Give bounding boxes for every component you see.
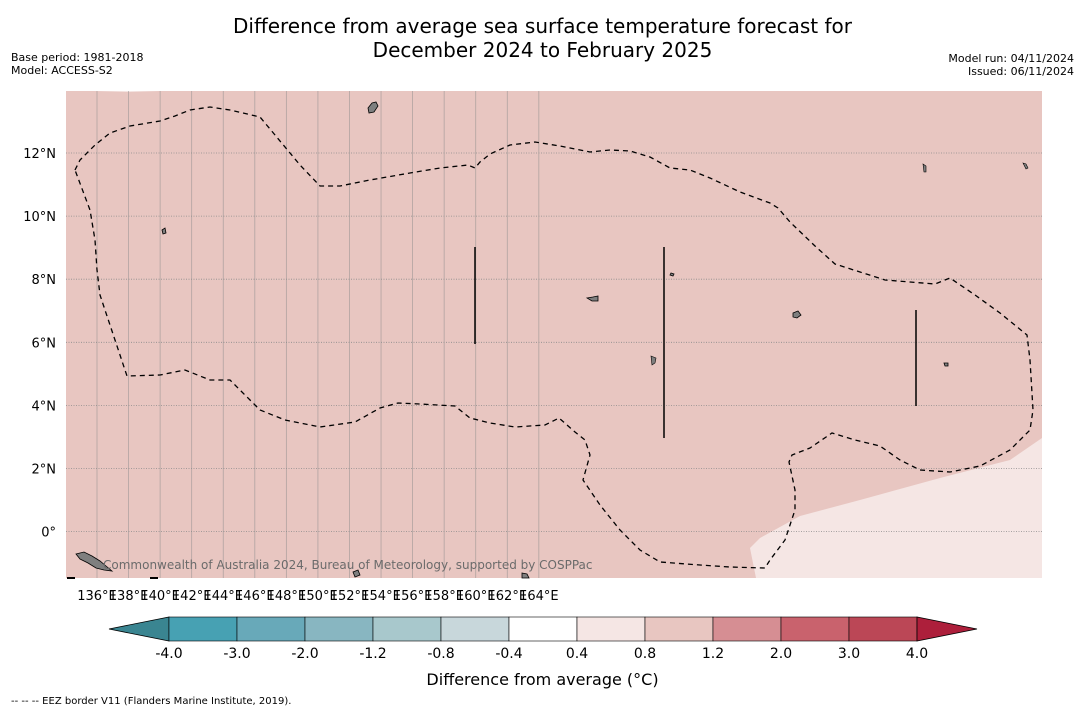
map-area xyxy=(66,91,1042,578)
colorbar-segment xyxy=(644,616,714,642)
maritime-boundary-lines xyxy=(474,247,917,438)
model-run: Model run: 04/11/2024 xyxy=(948,52,1074,65)
eez-footnote: -- -- -- EEZ border V11 (Flanders Marine… xyxy=(11,696,292,707)
ocean-anomaly-fill-lighter xyxy=(750,438,1042,578)
longitude-tick-label: 162°E xyxy=(488,589,528,604)
colorbar-segment xyxy=(236,616,306,642)
colorbar-segment xyxy=(712,616,782,642)
colorbar-tick-label: -0.4 xyxy=(495,646,522,662)
latitude-tick-label: 8°N xyxy=(32,273,57,288)
colorbar-tick-label: -4.0 xyxy=(155,646,182,662)
latitude-labels: 12°N 10°N 8°N 6°N 4°N 2°N 0° xyxy=(23,147,56,541)
colorbar-tick-label: 2.0 xyxy=(770,646,792,662)
latitude-tick-label: 6°N xyxy=(32,336,57,351)
colorbar-segment xyxy=(508,616,578,642)
island xyxy=(150,577,158,579)
longitude-tick-label: 156°E xyxy=(393,589,433,604)
ocean-anomaly-fill-edge xyxy=(66,91,160,92)
longitude-tick-label: 152°E xyxy=(330,589,370,604)
longitude-tick-label: 154°E xyxy=(361,589,401,604)
colorbar-tick-label: 0.4 xyxy=(566,646,588,662)
colorbar-tick-label: -0.8 xyxy=(427,646,454,662)
metadata-right: Model run: 04/11/2024 Issued: 06/11/2024 xyxy=(948,52,1074,78)
island xyxy=(669,272,675,277)
colorbar-tick-label: 3.0 xyxy=(838,646,860,662)
map-title: Difference from average sea surface temp… xyxy=(0,14,1085,62)
latitude-tick-label: 10°N xyxy=(23,210,56,225)
colorbar-tick-label: 1.2 xyxy=(702,646,724,662)
longitude-labels: 136°E138°E140°E142°E144°E146°E148°E150°E… xyxy=(77,589,558,604)
latitude-tick-label: 12°N xyxy=(23,147,56,162)
longitude-tick-label: 142°E xyxy=(172,589,212,604)
colorbar-tick-label: 0.8 xyxy=(634,646,656,662)
credit-watermark: Commonwealth of Australia 2024, Bureau o… xyxy=(103,558,593,572)
latitude-tick-label: 0° xyxy=(41,526,56,541)
colorbar-tick-label: -2.0 xyxy=(291,646,318,662)
colorbar-segment xyxy=(168,616,238,642)
longitude-tick-label: 136°E xyxy=(77,589,117,604)
longitude-tick-label: 138°E xyxy=(109,589,149,604)
island xyxy=(1022,162,1029,170)
metadata-left: Base period: 1981-2018 Model: ACCESS-S2 xyxy=(11,51,143,77)
colorbar-over-arrow xyxy=(916,616,978,642)
longitude-tick-label: 160°E xyxy=(456,589,496,604)
colorbar-tick-label: -1.2 xyxy=(359,646,386,662)
colorbar-segment xyxy=(780,616,850,642)
longitude-tick-label: 144°E xyxy=(203,589,243,604)
latitude-tick-label: 2°N xyxy=(32,463,57,478)
longitude-tick-label: 158°E xyxy=(424,589,464,604)
colorbar-segment xyxy=(304,616,374,642)
island xyxy=(161,227,167,235)
colorbar-under-arrow xyxy=(108,616,170,642)
island xyxy=(585,295,599,302)
island xyxy=(75,551,114,572)
model-name: Model: ACCESS-S2 xyxy=(11,64,113,77)
colorbar-segment xyxy=(848,616,918,642)
longitude-tick-label: 146°E xyxy=(235,589,275,604)
colorbar-segment xyxy=(440,616,510,642)
colorbar-segment xyxy=(372,616,442,642)
colorbar: -4.0 -3.0 -2.0 -1.2 -0.8 -0.4 0.4 0.8 1.2 2.0 3.0 4… xyxy=(108,616,978,662)
eez-borders xyxy=(74,106,1034,569)
island xyxy=(67,577,75,579)
colorbar-tick-label: -3.0 xyxy=(223,646,250,662)
eez-border-line xyxy=(74,106,1034,569)
islands xyxy=(67,101,1029,579)
island xyxy=(521,572,530,579)
island xyxy=(650,355,657,366)
island xyxy=(922,163,927,173)
island xyxy=(792,310,802,319)
colorbar-segment xyxy=(576,616,646,642)
longitude-tick-label: 140°E xyxy=(140,589,180,604)
island xyxy=(367,101,379,114)
title-line-2: December 2024 to February 2025 xyxy=(372,38,713,62)
longitude-tick-label: 148°E xyxy=(267,589,307,604)
colorbar-tick-label: 4.0 xyxy=(906,646,928,662)
latitude-tick-label: 4°N xyxy=(32,399,57,414)
base-period: Base period: 1981-2018 xyxy=(11,51,144,64)
title-line-1: Difference from average sea surface temp… xyxy=(232,14,852,38)
island xyxy=(352,569,361,578)
island xyxy=(943,362,949,367)
colorbar-label: Difference from average (°C) xyxy=(426,670,659,689)
issued-date: Issued: 06/11/2024 xyxy=(967,65,1074,78)
longitude-tick-label: 164°E xyxy=(519,589,559,604)
longitude-tick-label: 150°E xyxy=(298,589,338,604)
